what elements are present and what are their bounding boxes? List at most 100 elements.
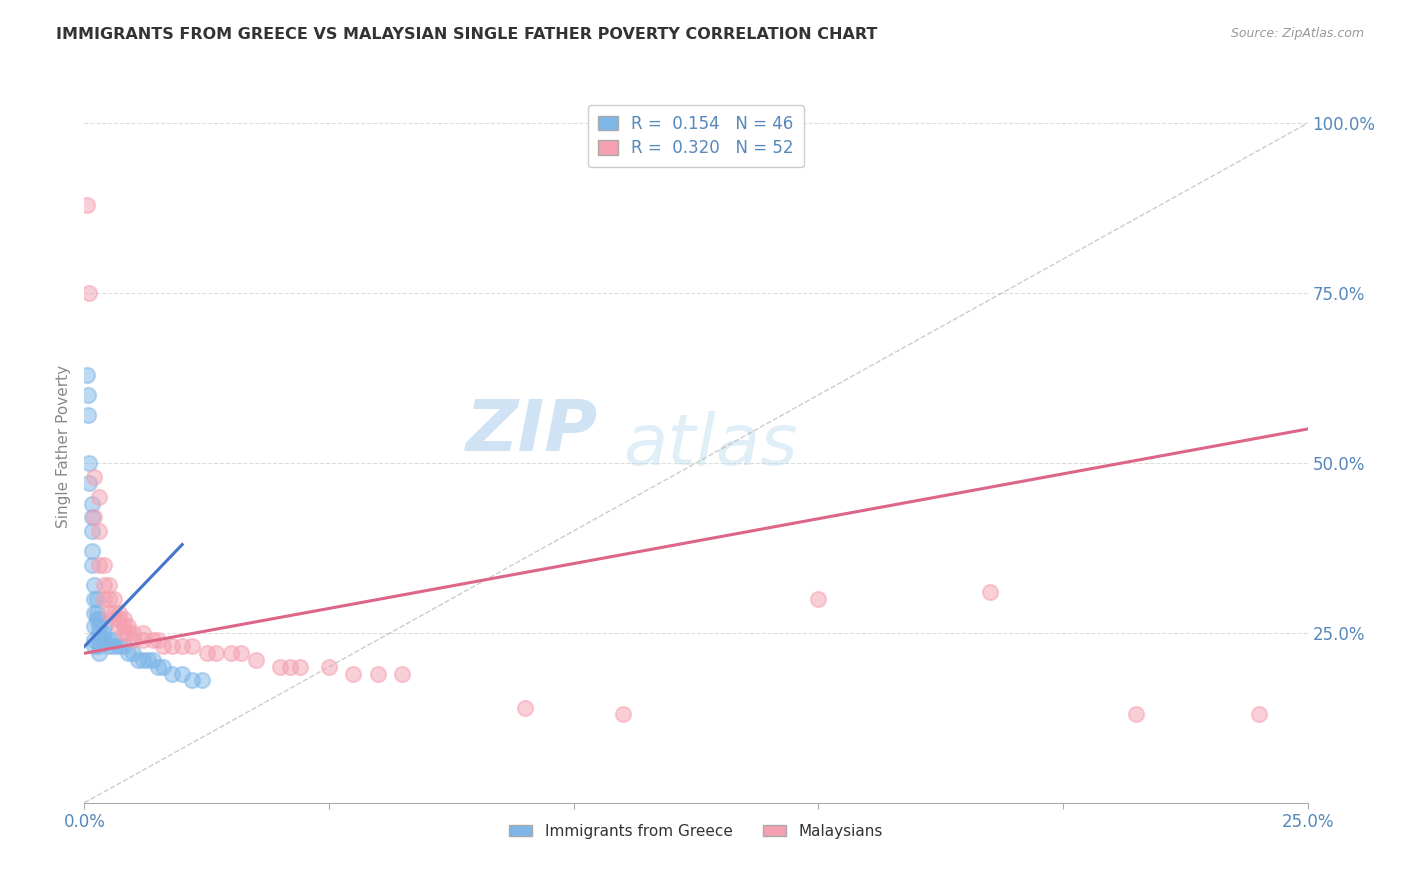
Point [86, 612, 108, 626]
Point [80, 524, 103, 538]
Point [80, 544, 103, 558]
Point [117, 646, 139, 660]
Point [83, 510, 105, 524]
Point [107, 606, 129, 620]
Point [112, 626, 135, 640]
Point [152, 660, 174, 674]
Point [76, 409, 98, 423]
Point [979, 585, 1001, 599]
Point [513, 700, 536, 714]
Point [97, 578, 120, 592]
Point [172, 666, 194, 681]
Point [288, 660, 311, 674]
Point [87, 619, 110, 633]
Point [127, 653, 149, 667]
Point [152, 640, 174, 654]
Point [195, 646, 218, 660]
Point [93, 626, 115, 640]
Point [191, 673, 214, 688]
Point [103, 640, 125, 654]
Point [107, 619, 129, 633]
Point [205, 646, 228, 660]
Point [142, 653, 165, 667]
Point [80, 510, 103, 524]
Point [103, 632, 125, 647]
Point [97, 606, 120, 620]
Point [76, 388, 98, 402]
Point [142, 632, 165, 647]
Point [83, 591, 105, 606]
Point [342, 666, 364, 681]
Point [80, 558, 103, 572]
Point [1247, 707, 1270, 722]
Point [93, 558, 115, 572]
Point [146, 632, 169, 647]
Point [367, 666, 389, 681]
Point [391, 666, 413, 681]
Point [318, 660, 340, 674]
Point [77, 456, 100, 470]
Point [87, 490, 110, 504]
Point [103, 591, 125, 606]
Point [612, 707, 634, 722]
Point [86, 591, 108, 606]
Point [87, 626, 110, 640]
Text: IMMIGRANTS FROM GREECE VS MALAYSIAN SINGLE FATHER POVERTY CORRELATION CHART: IMMIGRANTS FROM GREECE VS MALAYSIAN SING… [56, 27, 877, 42]
Point [93, 619, 115, 633]
Point [269, 660, 291, 674]
Point [77, 476, 100, 491]
Point [76, 198, 98, 212]
Point [278, 660, 301, 674]
Point [181, 673, 204, 688]
Text: atlas: atlas [623, 411, 797, 481]
Point [132, 632, 155, 647]
Point [87, 612, 110, 626]
Point [132, 626, 155, 640]
Point [112, 619, 135, 633]
Point [97, 591, 120, 606]
Point [97, 632, 120, 647]
Y-axis label: Single Father Poverty: Single Father Poverty [56, 365, 72, 527]
Point [122, 626, 145, 640]
Point [86, 606, 108, 620]
Point [97, 640, 120, 654]
Point [107, 612, 129, 626]
Point [807, 591, 830, 606]
Point [87, 640, 110, 654]
Point [229, 646, 252, 660]
Text: Source: ZipAtlas.com: Source: ZipAtlas.com [1230, 27, 1364, 40]
Point [83, 619, 105, 633]
Point [103, 612, 125, 626]
Point [136, 653, 159, 667]
Point [245, 653, 267, 667]
Legend: Immigrants from Greece, Malaysians: Immigrants from Greece, Malaysians [503, 818, 889, 845]
Point [112, 612, 135, 626]
Point [117, 619, 139, 633]
Point [83, 632, 105, 647]
Point [132, 653, 155, 667]
Point [107, 640, 129, 654]
Point [117, 626, 139, 640]
Point [76, 368, 98, 382]
Point [162, 666, 184, 681]
Point [83, 469, 105, 483]
Point [146, 660, 169, 674]
Point [103, 606, 125, 620]
Point [112, 640, 135, 654]
Point [93, 591, 115, 606]
Point [87, 524, 110, 538]
Point [87, 632, 110, 647]
Point [1125, 707, 1147, 722]
Point [93, 578, 115, 592]
Point [87, 558, 110, 572]
Point [83, 578, 105, 592]
Point [122, 632, 145, 647]
Point [83, 640, 105, 654]
Point [87, 646, 110, 660]
Point [77, 286, 100, 301]
Point [162, 640, 184, 654]
Point [80, 497, 103, 511]
Point [219, 646, 242, 660]
Point [172, 640, 194, 654]
Text: ZIP: ZIP [465, 397, 598, 467]
